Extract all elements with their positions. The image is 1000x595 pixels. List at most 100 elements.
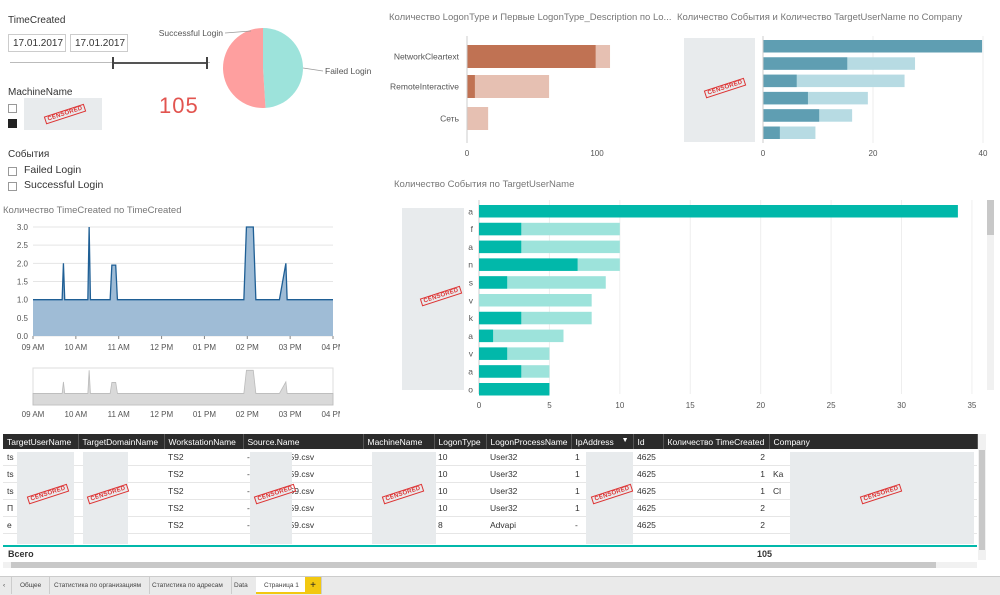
pie-label-failed: Failed Login bbox=[325, 66, 372, 76]
category-label: v bbox=[469, 295, 474, 305]
column-header[interactable]: Id bbox=[633, 434, 664, 449]
x-tick-label: 40 bbox=[979, 149, 988, 158]
x-tick-label: 12 PM bbox=[150, 343, 173, 352]
table-cell: TS2 bbox=[164, 449, 243, 466]
date-slider-handle-left[interactable] bbox=[112, 57, 114, 69]
bar-secondary[interactable] bbox=[479, 276, 606, 289]
column-header[interactable]: Company bbox=[769, 434, 978, 449]
event-option-successful[interactable]: Successful Login bbox=[24, 179, 104, 191]
login-pie-chart: Successful Login Failed Login bbox=[159, 28, 372, 108]
column-header[interactable]: Количество TimeCreated bbox=[663, 434, 770, 449]
category-label: RemoteInteractive bbox=[390, 82, 459, 92]
pie-slice-failed[interactable] bbox=[222, 28, 266, 108]
column-header[interactable]: TargetUserName bbox=[3, 434, 79, 449]
tabs-scroll-left[interactable]: ‹ bbox=[0, 577, 12, 594]
machine-checkbox-2[interactable] bbox=[8, 119, 17, 128]
bar-primary[interactable] bbox=[467, 45, 596, 68]
x-tick-label: 09 AM bbox=[22, 343, 45, 352]
date-slider-handle-right[interactable] bbox=[206, 57, 208, 69]
censored-stamp: CENSORED bbox=[703, 77, 747, 99]
bar-primary[interactable] bbox=[467, 75, 475, 98]
column-header[interactable]: LogonProcessName bbox=[486, 434, 572, 449]
bar-primary[interactable] bbox=[479, 365, 522, 378]
table-vertical-scrollbar[interactable] bbox=[978, 434, 986, 560]
censored-stamp: CENSORED bbox=[419, 285, 463, 307]
bar-primary[interactable] bbox=[479, 240, 522, 254]
censored-stamp: CENSORED bbox=[43, 103, 87, 125]
x-tick-label: 01 PM bbox=[193, 410, 216, 418]
table-cell: 10 bbox=[434, 482, 486, 500]
table-cell: User32 bbox=[486, 499, 571, 517]
bar-primary[interactable] bbox=[479, 329, 494, 343]
bar-secondary[interactable] bbox=[467, 75, 550, 98]
table-cell: 10 bbox=[434, 499, 486, 517]
event-checkbox-successful[interactable] bbox=[8, 182, 17, 191]
bar-primary[interactable] bbox=[763, 74, 797, 88]
column-header[interactable]: WorkstationName bbox=[164, 434, 244, 449]
x-tick-label: 25 bbox=[827, 401, 836, 410]
y-tick-label: 1.5 bbox=[17, 278, 29, 287]
bar-primary[interactable] bbox=[763, 126, 780, 140]
table-cell: 8 bbox=[434, 516, 486, 534]
pie-slice-successful[interactable] bbox=[263, 28, 303, 108]
tab-org-stats[interactable]: Статистика по организациям bbox=[46, 577, 151, 594]
scrollbar-thumb[interactable] bbox=[979, 450, 985, 550]
column-header[interactable]: TargetDomainName bbox=[78, 434, 165, 449]
x-tick-label: 15 bbox=[686, 401, 695, 410]
tab-data[interactable]: Data bbox=[226, 577, 257, 594]
total-divider bbox=[3, 545, 977, 547]
navigator-area bbox=[32, 369, 334, 406]
bar-secondary[interactable] bbox=[763, 74, 905, 88]
bar-primary[interactable] bbox=[479, 347, 508, 360]
bar-primary[interactable] bbox=[763, 109, 820, 122]
x-tick-label: 03 PM bbox=[279, 410, 302, 418]
scrollbar-thumb[interactable] bbox=[987, 200, 994, 235]
table-cell: TS2 bbox=[164, 482, 243, 500]
censored-stamp: CENSORED bbox=[381, 483, 425, 505]
total-label: Всего bbox=[8, 549, 34, 559]
y-tick-label: 3.0 bbox=[17, 223, 29, 232]
tab-page-1[interactable]: Страница 1 bbox=[256, 577, 308, 594]
bar-primary[interactable] bbox=[479, 205, 958, 218]
date-to-input[interactable]: 17.01.2017 bbox=[70, 34, 128, 52]
bar-primary[interactable] bbox=[763, 40, 983, 53]
tab-address-stats[interactable]: Статистика по адресам bbox=[144, 577, 232, 594]
user-chart-scrollbar[interactable] bbox=[987, 200, 994, 390]
table-cell: 4625 bbox=[633, 449, 663, 466]
bar-primary[interactable] bbox=[763, 91, 808, 105]
tab-general[interactable]: Общее bbox=[12, 577, 51, 594]
censored-stamp: CENSORED bbox=[253, 483, 297, 505]
y-tick-label: 0.5 bbox=[17, 314, 29, 323]
x-tick-label: 20 bbox=[756, 401, 765, 410]
column-header[interactable]: LogonType bbox=[434, 434, 487, 449]
censored-block: CENSORED bbox=[402, 208, 464, 390]
x-tick-label: 0 bbox=[465, 149, 470, 158]
bar-primary[interactable] bbox=[763, 57, 848, 70]
add-page-button[interactable]: + bbox=[305, 577, 322, 594]
x-tick-label: 5 bbox=[547, 401, 552, 410]
bar-primary[interactable] bbox=[479, 222, 522, 236]
sort-desc-icon[interactable]: ▼ bbox=[621, 436, 629, 444]
time-created-label: TimeCreated bbox=[8, 15, 66, 26]
column-header[interactable]: MachineName bbox=[363, 434, 435, 449]
bar-primary[interactable] bbox=[479, 276, 508, 289]
bar-secondary[interactable] bbox=[479, 329, 564, 343]
bar-primary[interactable] bbox=[479, 311, 522, 325]
table-horizontal-scrollbar[interactable] bbox=[3, 562, 977, 568]
scrollbar-thumb[interactable] bbox=[11, 562, 936, 568]
bar-secondary[interactable] bbox=[479, 294, 592, 307]
date-from-input[interactable]: 17.01.2017 bbox=[8, 34, 66, 52]
table-cell: User32 bbox=[486, 465, 571, 483]
column-header[interactable]: Source.Name bbox=[243, 434, 364, 449]
event-checkbox-failed[interactable] bbox=[8, 167, 17, 176]
y-tick-label: 2.5 bbox=[17, 241, 29, 250]
table-cell: 4625 bbox=[633, 482, 663, 500]
column-header[interactable]: IpAddress ▼ bbox=[571, 434, 634, 449]
bar-secondary[interactable] bbox=[467, 107, 489, 130]
table-cell: 10 bbox=[434, 449, 486, 466]
bar-primary[interactable] bbox=[479, 258, 578, 271]
bar-primary[interactable] bbox=[479, 383, 550, 396]
category-label: o bbox=[468, 384, 473, 394]
machine-checkbox-1[interactable] bbox=[8, 104, 17, 113]
event-option-failed[interactable]: Failed Login bbox=[24, 164, 82, 176]
